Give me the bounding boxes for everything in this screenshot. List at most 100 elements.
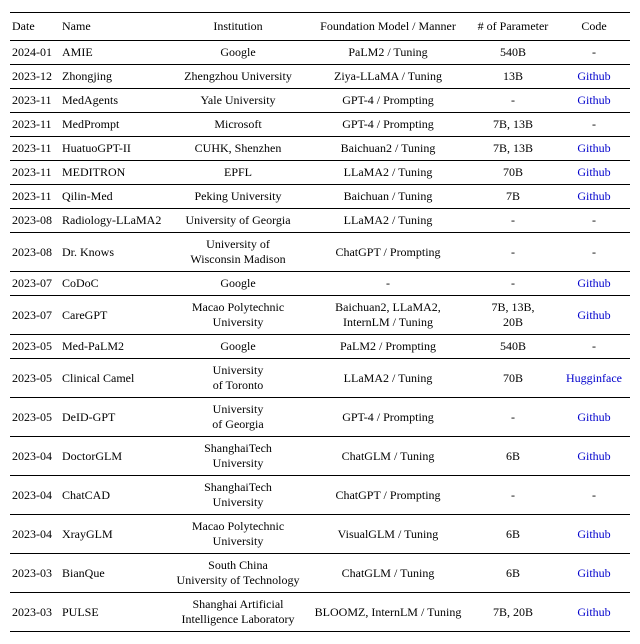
cell-date: 2023-04 [10,437,58,476]
cell-date: 2024-01 [10,41,58,65]
cell-model: PaLM2 / Tuning [308,41,468,65]
col-header-date: Date [10,13,58,41]
cell-parameters: 540B [468,335,558,359]
cell-parameters: 13B [468,65,558,89]
cell-institution: CUHK, Shenzhen [168,137,308,161]
cell-model: ChatGLM / Tuning [308,554,468,593]
table-row: 2023-05Med-PaLM2GooglePaLM2 / Prompting5… [10,335,630,359]
cell-institution: University of Georgia [168,209,308,233]
cell-parameters: 6B [468,554,558,593]
cell-code: - [558,113,630,137]
cell-institution: Macao PolytechnicUniversity [168,515,308,554]
cell-code: Hugginface [558,359,630,398]
cell-parameters: 7B, 13B [468,137,558,161]
cell-model: GPT-4 / Prompting [308,89,468,113]
cell-code: - [558,41,630,65]
cell-name: DeID-GPT [58,398,168,437]
cell-parameters: 7B, 13B,20B [468,296,558,335]
cell-institution: Yale University [168,89,308,113]
cell-date: 2023-11 [10,161,58,185]
cell-institution: Google [168,272,308,296]
cell-institution: EPFL [168,161,308,185]
cell-parameters: - [468,89,558,113]
cell-institution: Zhengzhou University [168,65,308,89]
cell-code: Github [558,515,630,554]
table-row: 2023-03PULSEShanghai ArtificialIntellige… [10,593,630,632]
cell-parameters: - [468,398,558,437]
cell-institution: ShanghaiTechUniversity [168,437,308,476]
code-link[interactable]: Github [577,605,610,619]
code-link[interactable]: Github [577,93,610,107]
cell-name: Med-PaLM2 [58,335,168,359]
cell-parameters: - [468,233,558,272]
cell-name: MedAgents [58,89,168,113]
cell-name: Radiology-LLaMA2 [58,209,168,233]
cell-name: DoctorGLM [58,437,168,476]
code-link[interactable]: Github [577,165,610,179]
cell-date: 2023-04 [10,515,58,554]
col-header-name: Name [58,13,168,41]
table-header-row: Date Name Institution Foundation Model /… [10,13,630,41]
cell-model: ChatGPT / Prompting [308,233,468,272]
cell-model: GPT-4 / Prompting [308,113,468,137]
cell-name: MedPrompt [58,113,168,137]
cell-name: CareGPT [58,296,168,335]
col-header-institution: Institution [168,13,308,41]
cell-model: GPT-4 / Prompting [308,398,468,437]
table-row: 2023-12ZhongjingZhengzhou UniversityZiya… [10,65,630,89]
cell-date: 2023-03 [10,554,58,593]
cell-institution: University ofWisconsin Madison [168,233,308,272]
table-row: 2023-03BianQueSouth ChinaUniversity of T… [10,554,630,593]
cell-model: Baichuan2, LLaMA2,InternLM / Tuning [308,296,468,335]
code-link[interactable]: Hugginface [566,371,622,385]
cell-date: 2023-11 [10,113,58,137]
table-row: 2023-05Clinical CamelUniversityof Toront… [10,359,630,398]
cell-parameters: - [468,476,558,515]
cell-code: Github [558,398,630,437]
table-row: 2023-11MedAgentsYale UniversityGPT-4 / P… [10,89,630,113]
code-link[interactable]: Github [577,69,610,83]
cell-code: Github [558,137,630,161]
cell-code: Github [558,437,630,476]
cell-parameters: 540B [468,41,558,65]
cell-name: Qilin-Med [58,185,168,209]
code-link[interactable]: Github [577,308,610,322]
cell-institution: Google [168,41,308,65]
cell-institution: Macao PolytechnicUniversity [168,296,308,335]
code-link[interactable]: Github [577,566,610,580]
cell-parameters: 7B, 13B [468,113,558,137]
cell-name: AMIE [58,41,168,65]
cell-model: ChatGPT / Prompting [308,476,468,515]
code-link[interactable]: Github [577,527,610,541]
cell-model: Baichuan2 / Tuning [308,137,468,161]
code-link[interactable]: Github [577,449,610,463]
cell-parameters: 7B [468,185,558,209]
code-link[interactable]: Github [577,189,610,203]
cell-model: PaLM2 / Prompting [308,335,468,359]
cell-date: 2023-07 [10,296,58,335]
code-link[interactable]: Github [577,410,610,424]
cell-model: VisualGLM / Tuning [308,515,468,554]
cell-parameters: 70B [468,161,558,185]
cell-date: 2023-07 [10,272,58,296]
cell-code: Github [558,296,630,335]
cell-code: Github [558,593,630,632]
cell-name: BianQue [58,554,168,593]
cell-code: - [558,209,630,233]
cell-name: MEDITRON [58,161,168,185]
table-row: 2023-11MedPromptMicrosoftGPT-4 / Prompti… [10,113,630,137]
table-row: 2023-07CareGPTMacao PolytechnicUniversit… [10,296,630,335]
table-row: 2023-07CoDoCGoogle--Github [10,272,630,296]
code-link[interactable]: Github [577,141,610,155]
cell-date: 2023-08 [10,209,58,233]
table-row: 2023-04ChatCADShanghaiTechUniversityChat… [10,476,630,515]
cell-code: Github [558,89,630,113]
cell-date: 2023-08 [10,233,58,272]
cell-parameters: - [468,272,558,296]
table-body: 2024-01AMIEGooglePaLM2 / Tuning540B-2023… [10,41,630,632]
cell-date: 2023-12 [10,65,58,89]
cell-institution: Google [168,335,308,359]
cell-institution: Peking University [168,185,308,209]
code-link[interactable]: Github [577,276,610,290]
models-table: Date Name Institution Foundation Model /… [10,12,630,632]
